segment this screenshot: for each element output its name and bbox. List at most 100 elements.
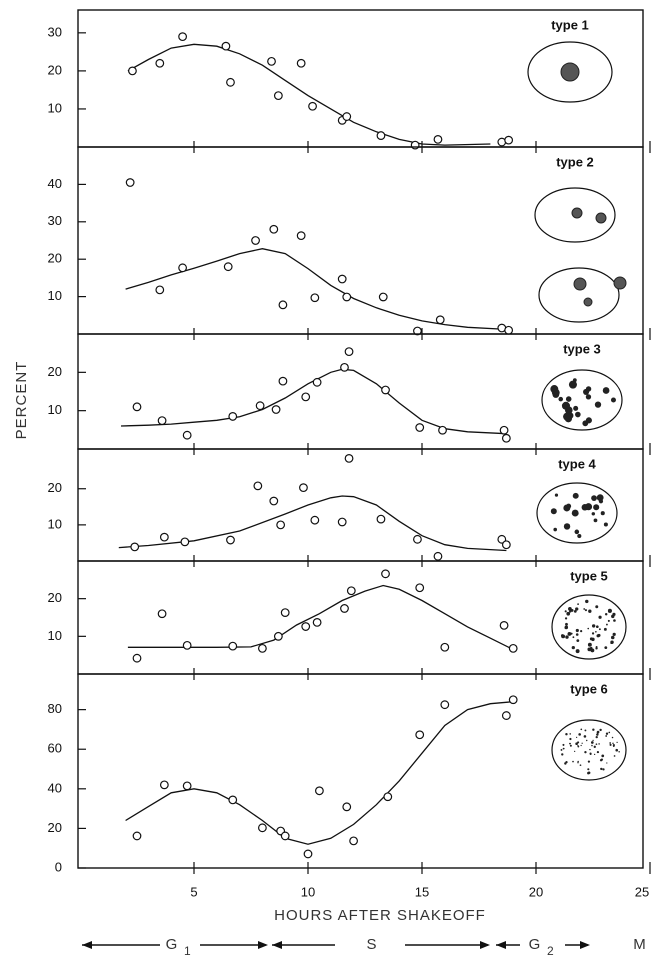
cell-dot: [605, 735, 608, 737]
cell-dot: [571, 207, 583, 219]
data-point: [381, 569, 390, 579]
fit-curve: [127, 43, 491, 146]
cell-dot: [601, 754, 605, 758]
cell-dot: [564, 762, 567, 765]
cell-dot: [576, 736, 578, 739]
data-point: [132, 653, 142, 663]
cell-dot: [577, 533, 582, 539]
cell-dot: [595, 605, 599, 609]
cell-dot: [613, 755, 616, 757]
data-point: [258, 643, 267, 653]
cell-dot: [575, 607, 579, 611]
type-label: type 1: [551, 17, 589, 32]
cell-dot: [604, 612, 608, 616]
cell-dot: [564, 625, 568, 630]
data-point: [413, 326, 422, 336]
data-point: [278, 300, 288, 310]
fit-curve: [118, 495, 507, 552]
cell-dot: [575, 628, 579, 633]
cell-dot: [571, 509, 579, 517]
panel: 10 20 type 5: [48, 560, 651, 680]
cell-dot: [592, 728, 595, 731]
y-tick-label: 20: [48, 62, 62, 77]
cell-dot: [575, 633, 579, 636]
cell-dot: [563, 523, 571, 530]
phase-label: M: [633, 936, 647, 953]
y-tick-label: 30: [48, 24, 62, 39]
cell-dot: [593, 504, 600, 511]
type-label: type 6: [570, 681, 608, 696]
cell-dot: [584, 729, 587, 732]
cell-dot: [595, 647, 598, 650]
data-point: [440, 642, 450, 652]
cell-dot: [613, 276, 627, 290]
cell-dot: [610, 397, 616, 403]
y-tick-label: 20: [48, 590, 62, 605]
data-point: [501, 433, 511, 443]
phase-subscript: 1: [184, 944, 192, 958]
data-point: [433, 134, 443, 144]
data-point: [182, 781, 192, 791]
data-point: [383, 792, 393, 802]
data-point: [303, 849, 313, 859]
data-point: [346, 586, 356, 596]
cell-dot: [607, 609, 612, 613]
cell-dot: [585, 599, 589, 604]
data-point: [433, 551, 443, 561]
cell-dot: [596, 750, 600, 754]
data-point: [159, 780, 169, 790]
y-tick-label: 40: [48, 176, 62, 191]
data-point: [125, 178, 135, 187]
cell-dot: [602, 768, 605, 771]
fit-curve: [125, 248, 502, 330]
cell-dot: [562, 743, 565, 746]
cell-dot: [566, 412, 574, 419]
data-point: [269, 224, 279, 234]
cell-dot: [593, 753, 596, 756]
data-point: [435, 315, 445, 325]
cell-dot: [603, 627, 607, 631]
cell-dot: [598, 615, 602, 619]
y-tick-label: 10: [48, 288, 62, 303]
data-point: [438, 425, 447, 435]
cell-dot: [560, 748, 563, 751]
cell-dot: [568, 380, 577, 389]
data-point: [415, 423, 425, 432]
data-point: [228, 412, 238, 421]
cell-dot: [562, 747, 565, 750]
cell-schematic: [541, 369, 623, 431]
phase-label: G: [166, 936, 179, 953]
data-point: [342, 802, 352, 812]
cell-dot: [600, 511, 605, 516]
data-point: [157, 609, 167, 619]
fit-curve: [127, 584, 512, 649]
cell-dot: [571, 645, 575, 650]
data-point: [178, 32, 188, 42]
cell-dot: [589, 748, 591, 751]
x-tick-label: 20: [529, 884, 543, 899]
arrowhead: [480, 941, 490, 949]
data-point: [344, 453, 354, 463]
arrowhead: [580, 941, 590, 949]
cell-dot: [569, 742, 571, 745]
data-point: [312, 617, 322, 627]
cell-dot: [558, 396, 564, 402]
cell-dot: [589, 752, 592, 755]
data-point: [501, 711, 511, 720]
panel: 10 20 type 4: [48, 448, 651, 567]
cell-dot: [587, 642, 592, 647]
cell-dot: [599, 728, 602, 732]
data-point: [221, 41, 231, 51]
data-point: [315, 786, 324, 796]
y-tick-label: 10: [48, 516, 62, 531]
cell-dot: [577, 760, 579, 763]
y-tick-label: 20: [48, 480, 62, 495]
cell-dot: [591, 744, 593, 747]
cell-dot: [577, 744, 579, 747]
data-point: [130, 542, 140, 552]
cell-dot: [574, 529, 580, 535]
cell-dot: [608, 731, 611, 734]
cell-dot: [587, 627, 590, 630]
cell-dot: [580, 630, 583, 633]
cell-dot: [595, 735, 598, 739]
